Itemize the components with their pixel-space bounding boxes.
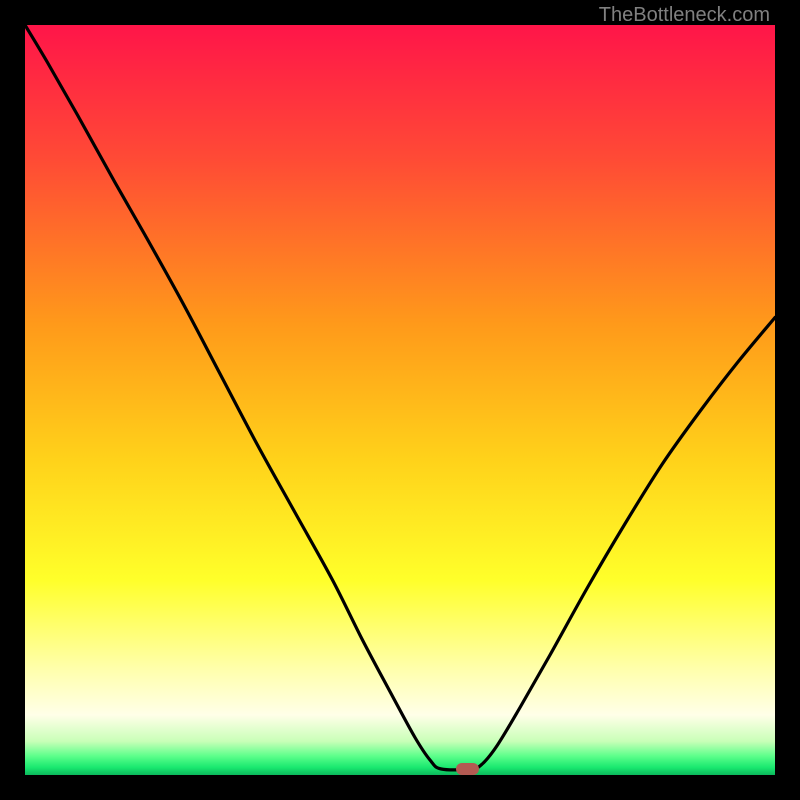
chart-svg: [0, 0, 800, 800]
watermark-text: TheBottleneck.com: [599, 4, 770, 27]
plot-background: [25, 25, 775, 775]
optimal-marker: [456, 763, 479, 775]
bottleneck-chart: TheBottleneck.com: [0, 0, 800, 800]
